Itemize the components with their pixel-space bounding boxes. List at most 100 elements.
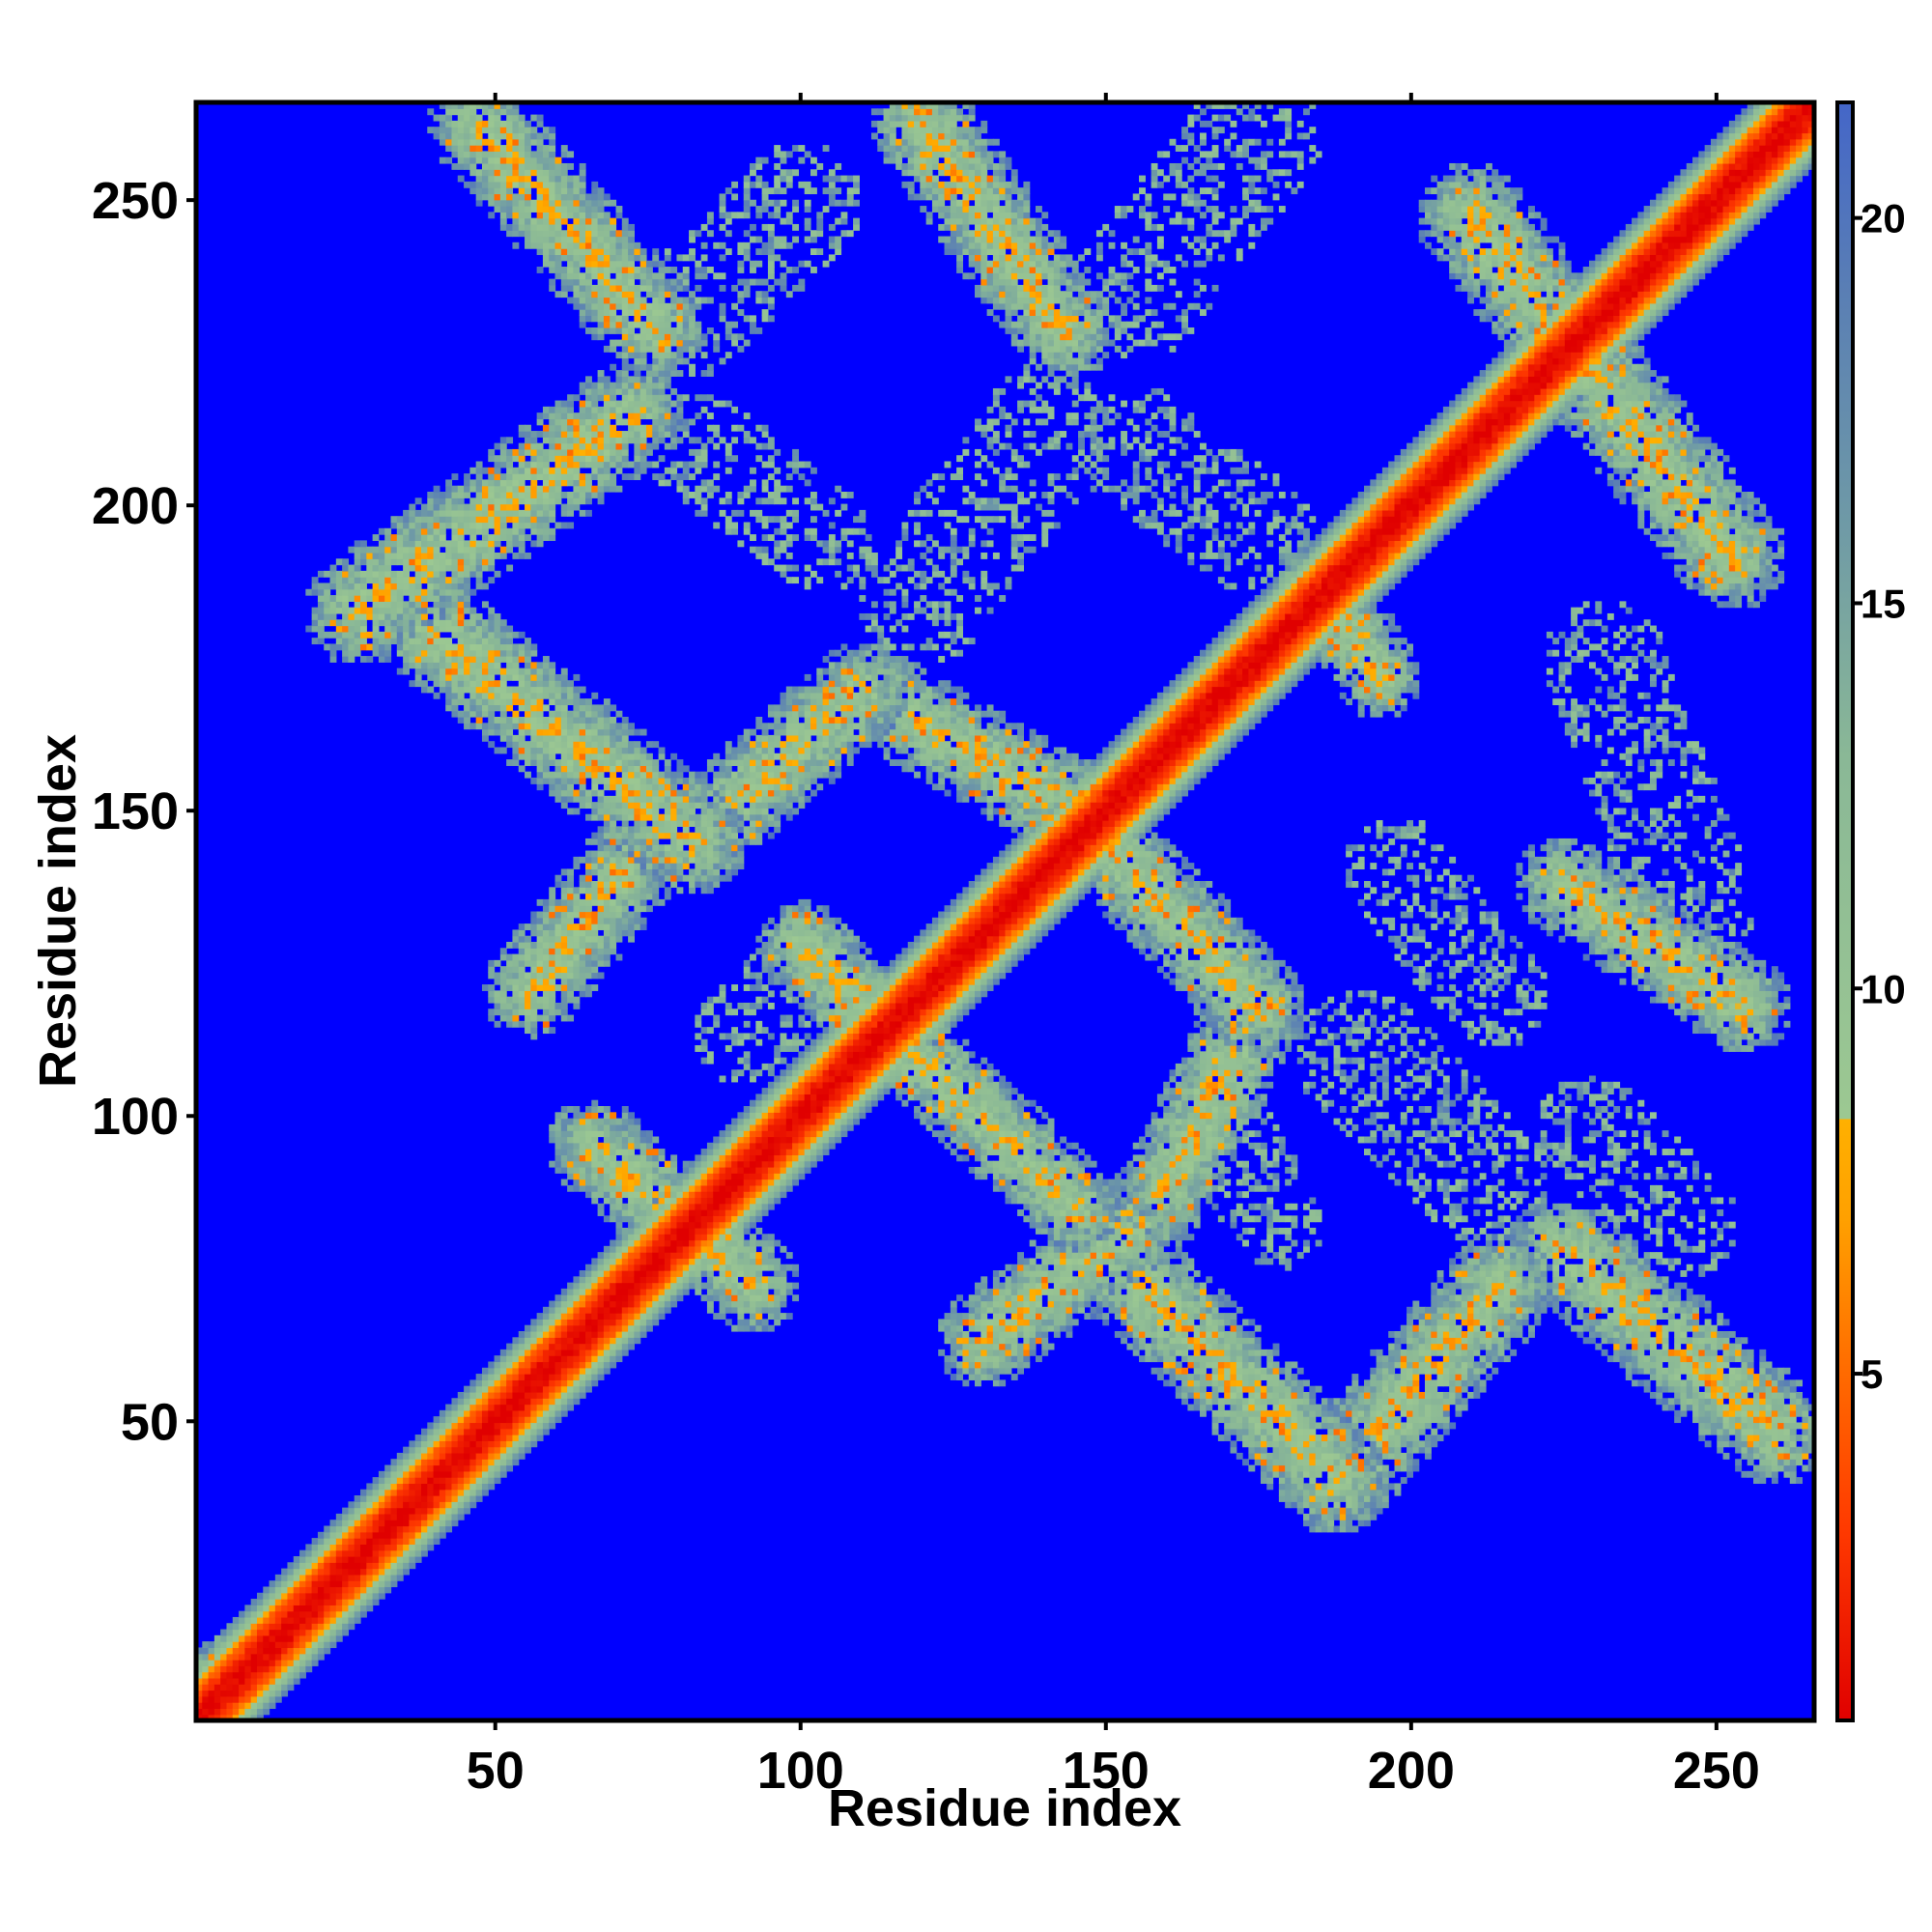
heatmap-cell (597, 813, 605, 821)
heatmap-cell (451, 1416, 459, 1424)
heatmap-cell (384, 649, 392, 657)
heatmap-cell (488, 638, 496, 645)
heatmap-cell (250, 1647, 258, 1655)
heatmap-cell (445, 607, 453, 614)
heatmap-cell (433, 680, 440, 688)
heatmap-cell (354, 1507, 361, 1515)
heatmap-cell (573, 1276, 581, 1284)
heatmap-cell (597, 473, 605, 481)
heatmap-cell (585, 984, 592, 991)
heatmap-cell (239, 1641, 245, 1649)
heatmap-cell (293, 1629, 300, 1636)
heatmap-cell (536, 1349, 544, 1356)
heatmap-cell (585, 1276, 592, 1284)
heatmap-cell (615, 783, 623, 791)
heatmap-cell (549, 412, 556, 420)
heatmap-cell (658, 1264, 666, 1271)
heatmap-cell (542, 929, 550, 937)
heatmap-cell (506, 461, 514, 469)
heatmap-cell (396, 619, 404, 627)
heatmap-cell (469, 540, 477, 548)
heatmap-cell (639, 1173, 647, 1180)
heatmap-cell (560, 1112, 568, 1120)
heatmap-cell (560, 1136, 568, 1144)
heatmap-cell (263, 1647, 270, 1655)
heatmap-cell (536, 527, 544, 535)
heatmap-cell (499, 1470, 507, 1478)
heatmap-cell (378, 1555, 385, 1563)
heatmap-cell (390, 1562, 398, 1570)
heatmap-cell (628, 272, 635, 280)
heatmap-cell (670, 1179, 678, 1186)
heatmap-cell (469, 619, 477, 627)
heatmap-cell (464, 522, 470, 529)
heatmap-cell (579, 400, 586, 408)
heatmap-cell (420, 649, 428, 657)
heatmap-cell (414, 1520, 422, 1527)
heatmap-cell (348, 1531, 355, 1539)
heatmap-cell (445, 649, 453, 657)
heatmap-cell (420, 1544, 428, 1551)
heatmap-cell (390, 588, 398, 596)
heatmap-cell (628, 267, 635, 273)
heatmap-cell (475, 1459, 483, 1466)
heatmap-cell (420, 668, 428, 675)
heatmap-cell (409, 1489, 416, 1496)
heatmap-cell (324, 595, 331, 602)
heatmap-cell (634, 777, 641, 784)
heatmap-cell (536, 485, 544, 493)
heatmap-cell (420, 588, 428, 596)
heatmap-cell (311, 1660, 319, 1666)
heatmap-cell (573, 278, 581, 286)
heatmap-cell (475, 1398, 483, 1406)
heatmap-cell (518, 649, 526, 657)
heatmap-cell (591, 741, 599, 749)
heatmap-cell (494, 1361, 501, 1369)
heatmap-cell (451, 619, 459, 627)
heatmap-cell (464, 540, 470, 548)
heatmap-cell (475, 1446, 483, 1454)
heatmap-cell (573, 284, 581, 292)
heatmap-cell (512, 120, 520, 128)
heatmap-cell (366, 588, 374, 596)
heatmap-cell (269, 1599, 276, 1605)
heatmap-cell (324, 1549, 331, 1557)
heatmap-cell (621, 272, 629, 280)
heatmap-cell (445, 680, 453, 688)
heatmap-cell (469, 673, 477, 681)
heatmap-cell (621, 1154, 629, 1162)
heatmap-cell (591, 297, 599, 304)
heatmap-cell (499, 710, 507, 718)
heatmap-cell (554, 267, 562, 273)
heatmap-cell (469, 120, 477, 128)
heatmap-cell (670, 1252, 678, 1260)
heatmap-cell (652, 357, 660, 365)
heatmap-cell (525, 223, 531, 231)
heatmap-cell (427, 638, 435, 645)
heatmap-cell (634, 820, 641, 827)
heatmap-cell (536, 978, 544, 985)
heatmap-cell (518, 990, 526, 998)
heatmap-cell (579, 162, 586, 170)
heatmap-cell (591, 1191, 599, 1199)
heatmap-cell (213, 1684, 221, 1691)
heatmap-cell (494, 492, 501, 498)
heatmap-cell (414, 1538, 422, 1545)
heatmap-cell (536, 1398, 544, 1406)
heatmap-cell (621, 1324, 629, 1332)
heatmap-cell (567, 1337, 575, 1345)
heatmap-cell (542, 516, 550, 524)
heatmap-cell (554, 1313, 562, 1320)
heatmap-cell (652, 808, 660, 815)
heatmap-cell (628, 406, 635, 413)
heatmap-cell (615, 1258, 623, 1265)
heatmap-cell (658, 844, 666, 852)
heatmap-cell (664, 789, 671, 797)
heatmap-cell (518, 455, 526, 463)
heatmap-cell (628, 1239, 635, 1247)
heatmap-cell (293, 1641, 300, 1649)
heatmap-cell (464, 582, 470, 590)
heatmap-cell (585, 382, 592, 389)
heatmap-cell (494, 1385, 501, 1393)
heatmap-cell (451, 1398, 459, 1406)
